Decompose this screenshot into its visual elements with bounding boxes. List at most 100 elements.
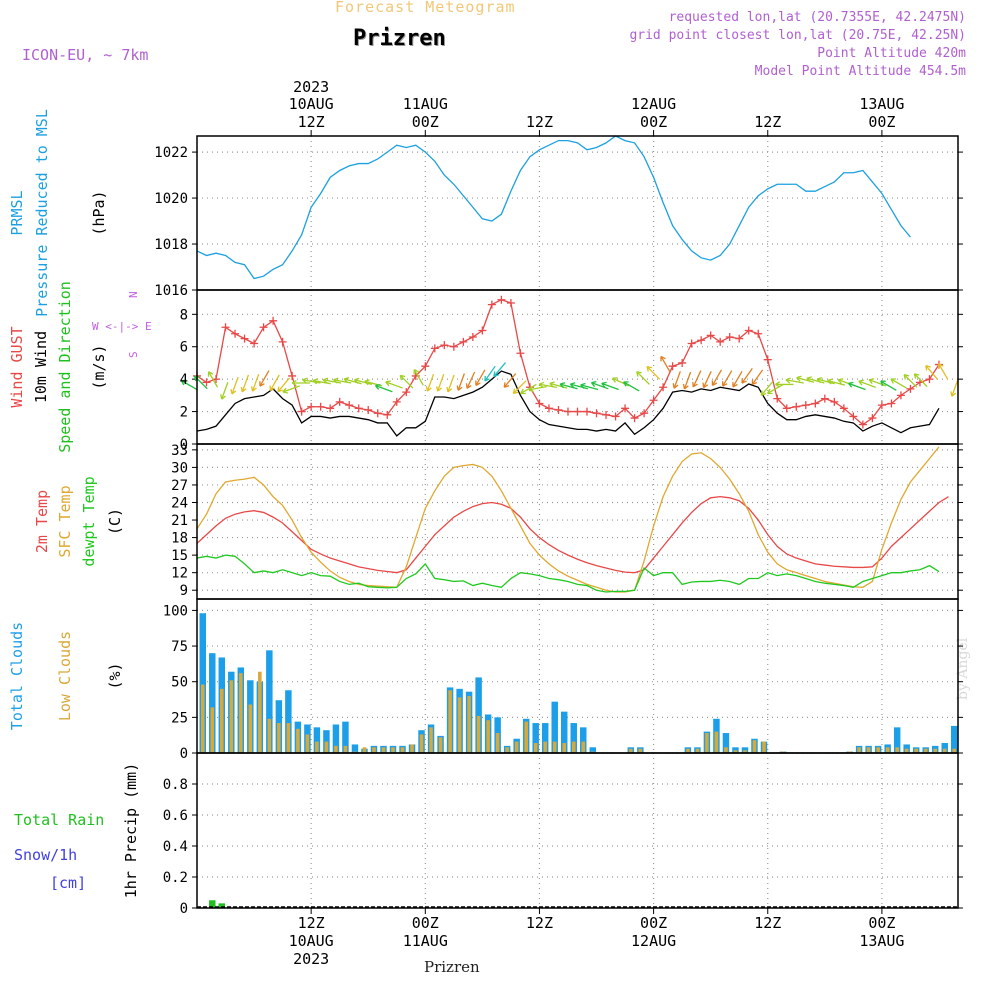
wind-arrow bbox=[520, 383, 537, 394]
time-label-year: 2023 bbox=[293, 78, 329, 96]
bar-low-clouds bbox=[571, 741, 576, 753]
wind-arrow-head bbox=[880, 380, 886, 386]
bar-low-clouds bbox=[258, 671, 262, 753]
bar-low-clouds bbox=[267, 718, 272, 753]
wind-arrow-head bbox=[374, 383, 381, 390]
gust-marker bbox=[811, 399, 820, 408]
y-axis-unit: (hPa) bbox=[90, 190, 108, 235]
gust-marker bbox=[697, 336, 706, 345]
y-tick-label: 27 bbox=[171, 478, 188, 494]
bar-low-clouds bbox=[762, 741, 766, 753]
bar-low-clouds bbox=[914, 748, 918, 753]
wind-arrow bbox=[282, 385, 301, 393]
y-tick-label: 1020 bbox=[154, 191, 188, 207]
wind-arrow bbox=[732, 370, 743, 388]
time-label-date: 13AUG bbox=[859, 932, 904, 950]
gust-marker bbox=[792, 402, 801, 411]
bar-low-clouds bbox=[334, 745, 338, 753]
time-label-hour: 00Z bbox=[640, 914, 667, 932]
gust-marker bbox=[773, 394, 782, 403]
y-axis-label: Low Clouds bbox=[56, 631, 74, 721]
bar-low-clouds bbox=[324, 741, 329, 753]
wind-arrow-head bbox=[385, 380, 391, 387]
wind-arrow-head bbox=[220, 394, 226, 400]
bar-total-clouds bbox=[266, 650, 273, 753]
wind-arrow bbox=[683, 371, 692, 390]
y-tick-label: 0.6 bbox=[163, 808, 188, 824]
wind-arrow bbox=[848, 382, 866, 391]
wind-arrow-head bbox=[711, 380, 718, 386]
bar-low-clouds bbox=[533, 743, 538, 753]
wind-arrow-head bbox=[903, 373, 910, 380]
y-tick-label: 30 bbox=[171, 460, 188, 476]
wind-arrow bbox=[570, 383, 588, 390]
gust-marker bbox=[839, 404, 848, 413]
wind-arrow bbox=[333, 379, 352, 384]
bar-low-clouds bbox=[714, 731, 719, 753]
wind-arrow-head bbox=[692, 381, 698, 388]
wind-arrow-head bbox=[672, 383, 679, 389]
wind-arrow bbox=[475, 369, 486, 386]
gust-marker bbox=[849, 412, 858, 421]
wind-arrow bbox=[413, 369, 424, 386]
wind-arrow-head bbox=[312, 378, 318, 385]
bar-low-clouds bbox=[305, 734, 310, 753]
gust-marker bbox=[421, 362, 430, 371]
wind-arrow bbox=[302, 379, 321, 384]
time-label-hour: 12Z bbox=[526, 113, 553, 131]
bar-total-rain bbox=[209, 900, 216, 908]
time-label-hour: 00Z bbox=[868, 914, 895, 932]
wind-arrow-head bbox=[538, 381, 545, 388]
wind-arrow-head bbox=[601, 381, 607, 388]
wind-arrow bbox=[231, 376, 239, 395]
gust-marker bbox=[278, 337, 287, 346]
y-tick-label: 0 bbox=[180, 437, 188, 453]
bar-low-clouds bbox=[743, 750, 747, 753]
time-label-hour: 00Z bbox=[412, 914, 439, 932]
y-tick-label: 100 bbox=[163, 603, 188, 619]
wind-arrow-head bbox=[827, 378, 833, 385]
wind-arrow bbox=[722, 370, 733, 387]
wind-arrow-head bbox=[806, 376, 812, 383]
wind-arrow-head bbox=[732, 381, 738, 388]
gust-marker bbox=[392, 397, 401, 406]
y-axis-label: Wind GUST bbox=[8, 326, 26, 407]
time-label-date: 11AUG bbox=[403, 932, 448, 950]
gust-marker bbox=[364, 405, 373, 414]
gust-marker bbox=[497, 295, 506, 304]
wind-arrow bbox=[880, 380, 897, 391]
wind-arrow bbox=[580, 384, 599, 391]
compass-s: S bbox=[127, 351, 140, 358]
gust-marker bbox=[630, 414, 639, 423]
bar-low-clouds bbox=[952, 748, 957, 753]
time-label-date: 10AUG bbox=[289, 932, 334, 950]
legend-snow-unit: [cm] bbox=[50, 874, 86, 892]
y-axis-label: Total Clouds bbox=[8, 622, 26, 730]
legend-total-rain: Total Rain bbox=[14, 811, 104, 829]
gust-marker bbox=[678, 358, 687, 367]
y-tick-label: 2 bbox=[180, 405, 188, 421]
wind-arrow-head bbox=[858, 379, 864, 386]
grid-lines bbox=[197, 136, 958, 909]
wind-arrow-head bbox=[760, 390, 767, 396]
wind-arrow-head bbox=[646, 365, 653, 372]
wind-arrow-head bbox=[785, 377, 791, 384]
wind-arrow-head bbox=[282, 387, 288, 394]
bar-low-clouds bbox=[495, 733, 500, 753]
wind-arrow-head bbox=[796, 375, 802, 382]
y-tick-label: 25 bbox=[171, 710, 188, 726]
gust-marker bbox=[478, 326, 487, 335]
bar-low-clouds bbox=[476, 715, 481, 753]
series-line-2m-temp bbox=[196, 495, 949, 574]
time-label-hour: 12Z bbox=[754, 914, 781, 932]
wind-arrow bbox=[399, 374, 414, 389]
gust-marker bbox=[649, 396, 658, 405]
wind-arrow bbox=[806, 377, 825, 384]
time-label-hour: 00Z bbox=[868, 113, 895, 131]
bar-low-clouds bbox=[733, 750, 738, 753]
time-label-hour: 12Z bbox=[526, 914, 553, 932]
wind-arrow-head bbox=[767, 388, 773, 395]
gust-marker bbox=[269, 316, 278, 325]
wind-arrow bbox=[385, 381, 403, 389]
gust-marker bbox=[611, 412, 620, 421]
